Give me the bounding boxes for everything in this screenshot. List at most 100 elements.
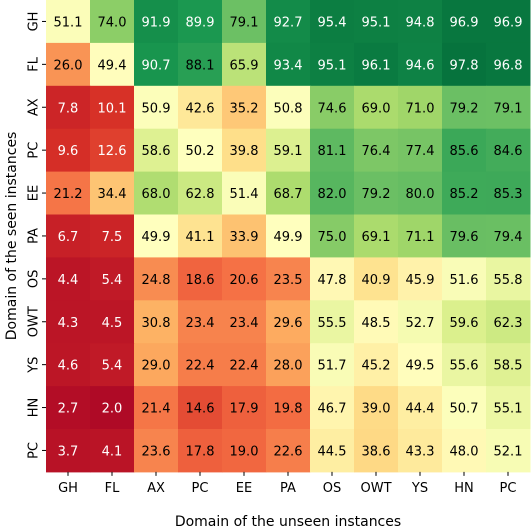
cell-value-label: 4.1 xyxy=(102,444,123,459)
heatmap-cell xyxy=(90,85,135,130)
heatmap-cell xyxy=(90,386,135,430)
cell-value-label: 79.1 xyxy=(494,101,523,116)
heatmap-cell xyxy=(442,386,487,430)
cell-value-label: 55.8 xyxy=(494,273,523,288)
cell-value-label: 59.6 xyxy=(450,316,479,331)
heatmap-cell xyxy=(266,214,311,258)
y-tick-label: FL xyxy=(27,56,42,71)
heatmap-cell xyxy=(310,214,355,258)
cell-value-label: 79.4 xyxy=(494,230,523,245)
cell-value-label: 45.9 xyxy=(406,273,435,288)
cell-value-label: 79.1 xyxy=(230,15,259,30)
heatmap-cell xyxy=(354,343,399,387)
heatmap-cell xyxy=(354,386,399,430)
y-axis-label: Domain of the seen instances xyxy=(4,132,20,341)
cell-value-label: 33.9 xyxy=(230,230,259,245)
cell-value-label: 39.0 xyxy=(362,402,391,417)
x-tick-label: GH xyxy=(58,481,78,496)
cell-value-label: 4.3 xyxy=(58,316,79,331)
cell-value-label: 50.8 xyxy=(274,101,303,116)
cell-value-label: 48.0 xyxy=(450,444,479,459)
cell-value-label: 68.0 xyxy=(142,187,171,202)
heatmap-cell xyxy=(398,85,443,130)
cell-value-label: 2.7 xyxy=(58,402,79,417)
cell-value-label: 89.9 xyxy=(186,15,215,30)
cell-value-label: 29.0 xyxy=(142,359,171,374)
heatmap-cell xyxy=(222,343,267,387)
cell-value-label: 22.6 xyxy=(274,444,303,459)
cell-value-label: 17.9 xyxy=(230,402,259,417)
heatmap-cell xyxy=(178,343,223,387)
heatmap-cell xyxy=(442,300,487,344)
heatmap-cell xyxy=(46,42,91,87)
cell-value-label: 92.7 xyxy=(274,15,303,30)
cell-value-label: 75.0 xyxy=(318,230,347,245)
heatmap-cell xyxy=(266,386,311,430)
x-tick-label: FL xyxy=(105,481,120,496)
x-tick-label: PA xyxy=(280,481,296,496)
heatmap-cell xyxy=(178,300,223,344)
cell-value-label: 49.9 xyxy=(274,230,303,245)
y-tick-label: YS xyxy=(27,357,42,374)
cell-value-label: 23.4 xyxy=(230,316,259,331)
cell-value-label: 14.6 xyxy=(186,402,215,417)
x-tick-label: OS xyxy=(323,481,341,496)
heatmap-cell xyxy=(486,171,531,215)
heatmap-cell xyxy=(134,343,179,387)
cell-value-label: 51.7 xyxy=(318,359,347,374)
heatmap-cell xyxy=(398,0,443,44)
cell-value-label: 50.9 xyxy=(142,101,171,116)
cell-value-label: 80.0 xyxy=(406,187,435,202)
cell-value-label: 3.7 xyxy=(58,444,79,459)
cell-value-label: 47.8 xyxy=(318,273,347,288)
heatmap-cell xyxy=(442,429,487,473)
cell-value-label: 40.9 xyxy=(362,273,391,288)
heatmap-cell xyxy=(222,300,267,344)
cell-value-label: 46.7 xyxy=(318,402,347,417)
heatmap-cell xyxy=(310,300,355,344)
heatmap-cell xyxy=(310,257,355,301)
heatmap-cell xyxy=(266,85,311,130)
y-tick-label: EE xyxy=(27,185,42,201)
heatmap-cell xyxy=(134,42,179,87)
cell-value-label: 71.1 xyxy=(406,230,435,245)
heatmap-cell xyxy=(134,0,179,44)
cell-value-label: 19.0 xyxy=(230,444,259,459)
cell-value-label: 43.3 xyxy=(406,444,435,459)
heatmap-cell xyxy=(134,386,179,430)
heatmap-cell xyxy=(222,128,267,173)
heatmap-cell xyxy=(266,128,311,173)
cell-value-label: 30.8 xyxy=(142,316,171,331)
heatmap-cell xyxy=(46,343,91,387)
cell-value-label: 23.5 xyxy=(274,273,303,288)
heatmap-cell xyxy=(178,85,223,130)
cell-value-label: 95.1 xyxy=(318,58,347,73)
heatmap-cell xyxy=(46,429,91,473)
heatmap-cell xyxy=(46,171,91,215)
heatmap-cell xyxy=(442,214,487,258)
heatmap-cell xyxy=(90,171,135,215)
heatmap-cell xyxy=(442,42,487,87)
cell-value-label: 7.8 xyxy=(58,101,79,116)
heatmap-cell xyxy=(46,214,91,258)
cell-value-label: 95.4 xyxy=(318,15,347,30)
cell-value-label: 94.6 xyxy=(406,58,435,73)
cell-value-label: 23.4 xyxy=(186,316,215,331)
heatmap-cell xyxy=(486,42,531,87)
heatmap-cell xyxy=(90,0,135,44)
cell-value-label: 18.6 xyxy=(186,273,215,288)
heatmap-cell xyxy=(398,429,443,473)
heatmap-cell xyxy=(46,0,91,44)
heatmap-cell xyxy=(178,42,223,87)
x-tick-label: PC xyxy=(192,481,209,496)
cell-value-label: 20.6 xyxy=(230,273,259,288)
heatmap-cell xyxy=(90,429,135,473)
heatmap-cell xyxy=(134,128,179,173)
heatmap-cell xyxy=(266,42,311,87)
heatmap-cell xyxy=(398,42,443,87)
heatmap-cell xyxy=(354,429,399,473)
y-tick-label: PA xyxy=(27,228,42,244)
heatmap-cell xyxy=(442,257,487,301)
heatmap-cell xyxy=(486,300,531,344)
heatmap-cell xyxy=(398,257,443,301)
